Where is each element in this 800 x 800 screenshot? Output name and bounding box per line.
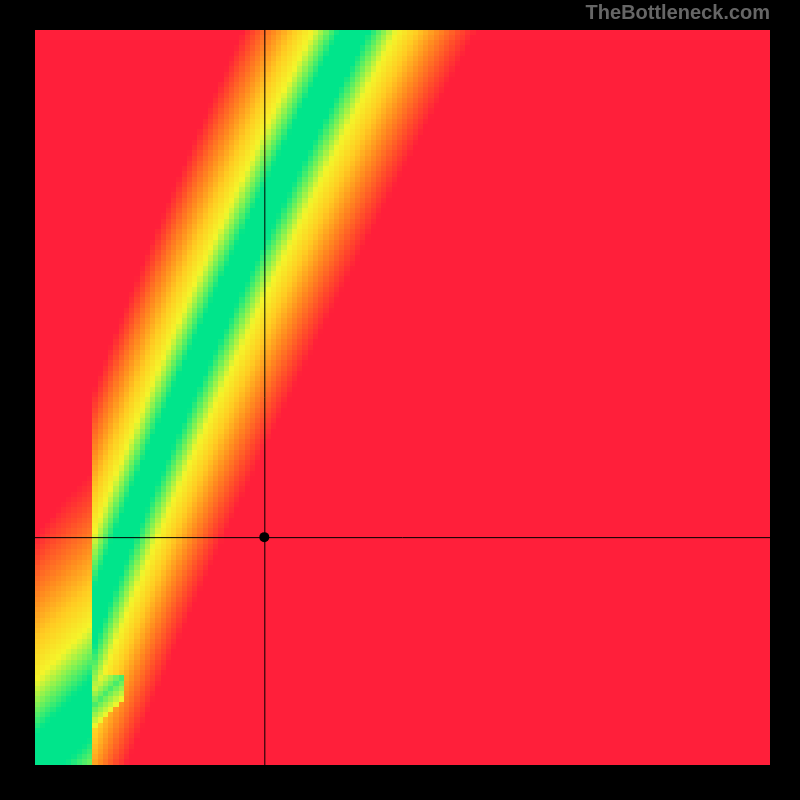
bottleneck-heatmap — [35, 30, 770, 765]
plot-area — [35, 30, 770, 765]
watermark-text: TheBottleneck.com — [586, 2, 770, 25]
figure-container: TheBottleneck.com — [0, 0, 800, 800]
